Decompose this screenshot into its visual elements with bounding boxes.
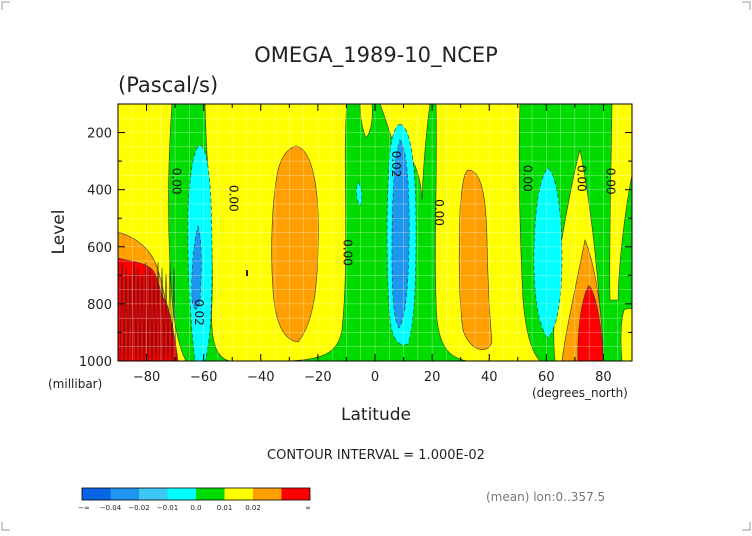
colorbar-label: 0.0 bbox=[190, 504, 201, 512]
field-blue bbox=[391, 139, 410, 329]
y-tick-label: 800 bbox=[87, 298, 112, 313]
y-tick-label: 600 bbox=[87, 241, 112, 256]
field-yellow bbox=[379, 104, 431, 201]
y-tick-label: 400 bbox=[87, 184, 112, 199]
field-yellow bbox=[609, 104, 632, 301]
x-tick-label: 60 bbox=[538, 370, 555, 385]
x-axis-units: (degrees_north) bbox=[532, 386, 628, 400]
field-cyan bbox=[533, 167, 563, 339]
field-yellow bbox=[620, 308, 632, 361]
contour-label: 0.00 bbox=[432, 199, 446, 226]
colorbar: −∞ −0.04 −0.02 −0.01 0.0 0.01 0.02 ∞ bbox=[78, 487, 311, 512]
field-cyan bbox=[355, 181, 363, 207]
colorbar-label: ∞ bbox=[305, 504, 311, 512]
contour-label: 0.02 bbox=[389, 151, 403, 178]
colorbar-bin bbox=[82, 488, 111, 500]
x-axis-title: Latitude bbox=[341, 405, 411, 425]
colorbar-label: 0.01 bbox=[217, 504, 233, 512]
x-tick-label: −80 bbox=[133, 370, 160, 385]
colorbar-label: −0.01 bbox=[157, 504, 178, 512]
x-tick-label: 20 bbox=[424, 370, 441, 385]
x-axis: −80 −60 −40 −20 0 20 40 60 80 bbox=[117, 104, 633, 385]
x-tick-label: 80 bbox=[595, 370, 612, 385]
contour-hatching bbox=[119, 261, 177, 361]
colorbar-bin bbox=[224, 488, 253, 500]
colorbar-bin bbox=[139, 488, 168, 500]
contour-label: 0.00 bbox=[520, 165, 534, 192]
colorbar-bin bbox=[167, 488, 196, 500]
contour-labels: 0.00 0.00 0.00 0.02 0.00 0.00 0.00 0.00 0.02 bbox=[169, 151, 617, 326]
colorbar-bin bbox=[196, 488, 225, 500]
colorbar-bin bbox=[110, 488, 139, 500]
contour-interval-text: CONTOUR INTERVAL = 1.000E-02 bbox=[267, 448, 485, 463]
x-tick-label: −60 bbox=[190, 370, 217, 385]
y-tick-label: 1000 bbox=[79, 355, 112, 370]
grid-lines bbox=[118, 104, 632, 361]
colorbar-frame bbox=[81, 487, 311, 501]
colorbar-label: −0.02 bbox=[128, 504, 149, 512]
colorbar-label: −0.04 bbox=[100, 504, 122, 512]
contour-label: 0.00 bbox=[603, 168, 617, 195]
contour-label: 0.00 bbox=[575, 165, 589, 192]
y-axis-title: Level bbox=[49, 210, 69, 255]
contour-label: 0.02 bbox=[192, 299, 206, 326]
x-tick-label: −40 bbox=[247, 370, 274, 385]
contour-label: 0.00 bbox=[226, 185, 240, 212]
colorbar-bin bbox=[281, 488, 310, 500]
contour-label: 0.00 bbox=[341, 239, 355, 266]
field-red bbox=[118, 257, 179, 361]
colorbar-label: 0.02 bbox=[245, 504, 261, 512]
x-tick-label: 40 bbox=[481, 370, 498, 385]
chart-title: OMEGA_1989-10_NCEP bbox=[254, 43, 498, 68]
contour-label: 0.00 bbox=[169, 168, 183, 195]
colorbar-label: −∞ bbox=[78, 504, 90, 512]
y-axis: 200 400 600 800 1000 bbox=[79, 103, 632, 370]
footnote: (mean) lon:0..357.5 bbox=[486, 490, 605, 504]
x-tick-label: −20 bbox=[304, 370, 331, 385]
colorbar-bin bbox=[253, 488, 282, 500]
y-axis-units: (millibar) bbox=[48, 377, 102, 391]
x-tick-label: 0 bbox=[371, 370, 379, 385]
contour-tick-mark bbox=[246, 270, 248, 276]
field-orange bbox=[458, 169, 493, 351]
y-tick-label: 200 bbox=[87, 127, 112, 142]
contour-field bbox=[118, 104, 632, 361]
units-label: (Pascal/s) bbox=[118, 73, 218, 97]
